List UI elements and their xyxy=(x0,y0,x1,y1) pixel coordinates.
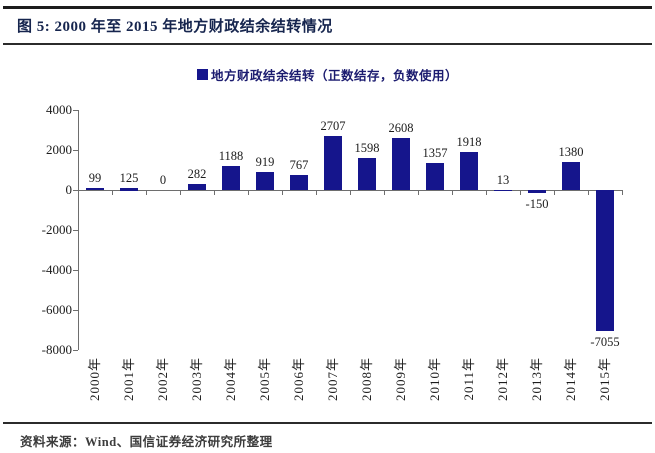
bar-value-label: 0 xyxy=(159,173,167,187)
x-tick-label: 2011年 xyxy=(461,357,476,401)
bar-value-label: 2608 xyxy=(388,121,414,135)
figure-title: 图 5: 2000 年至 2015 年地方财政结余结转情况 xyxy=(17,19,333,35)
top-divider xyxy=(3,6,652,9)
y-tick-label: 2000 xyxy=(46,142,72,157)
bar-value-label: 13 xyxy=(496,173,510,187)
bar xyxy=(120,188,138,191)
bar-value-label: 2707 xyxy=(320,119,346,133)
x-tick-label: 2002年 xyxy=(155,357,170,402)
y-tick-label: -8000 xyxy=(41,342,72,357)
x-axis-tick xyxy=(78,190,79,195)
x-tick-label: 2006年 xyxy=(291,357,306,402)
bar xyxy=(358,158,376,190)
x-axis-tick xyxy=(622,190,623,195)
legend-label: 地方财政结余结转（正数结存，负数使用） xyxy=(210,68,458,83)
bar-value-label: -7055 xyxy=(590,335,620,349)
x-axis-tick xyxy=(520,190,521,195)
x-tick-label: 2012年 xyxy=(495,357,510,402)
x-axis-tick xyxy=(282,190,283,195)
x-tick-label: 2004年 xyxy=(223,357,238,402)
x-tick-label: 2015年 xyxy=(597,357,612,402)
x-tick-label: 2000年 xyxy=(87,357,102,402)
source-note: 资料来源：Wind、国信证券经济研究所整理 xyxy=(20,435,273,449)
bar-value-label: 99 xyxy=(88,171,102,185)
y-tick-label: 4000 xyxy=(46,102,72,117)
x-axis-tick xyxy=(588,190,589,195)
y-tick-label: 0 xyxy=(65,182,73,197)
bar-value-label: 919 xyxy=(255,155,275,169)
bar-value-label: 125 xyxy=(119,171,139,185)
x-axis-tick xyxy=(486,190,487,195)
bar xyxy=(324,136,342,190)
bar xyxy=(86,188,104,190)
bar-value-label: 1188 xyxy=(218,149,244,163)
x-axis-tick xyxy=(350,190,351,195)
footer-divider xyxy=(3,422,652,424)
x-tick-label: 2010年 xyxy=(427,357,442,402)
x-axis-tick xyxy=(180,190,181,195)
bar xyxy=(222,166,240,190)
x-axis-tick xyxy=(316,190,317,195)
chart-legend: 地方财政结余结转（正数结存，负数使用） xyxy=(0,66,655,83)
bar-value-label: 767 xyxy=(289,158,309,172)
bar xyxy=(256,172,274,190)
x-axis-tick xyxy=(418,190,419,195)
bar xyxy=(528,190,546,193)
x-axis-tick xyxy=(554,190,555,195)
bar xyxy=(188,184,206,190)
bar-value-label: 1380 xyxy=(558,145,584,159)
title-divider xyxy=(3,43,652,45)
bar-value-label: 1918 xyxy=(456,135,482,149)
y-axis-line xyxy=(78,110,79,350)
y-tick-label: -6000 xyxy=(41,302,72,317)
x-axis-tick xyxy=(452,190,453,195)
bar xyxy=(562,162,580,190)
x-tick-label: 2014年 xyxy=(563,357,578,402)
y-tick-label: -4000 xyxy=(41,262,72,277)
x-axis-tick xyxy=(384,190,385,195)
y-axis-tick xyxy=(73,190,78,191)
x-tick-label: 2003年 xyxy=(189,357,204,402)
x-tick-label: 2009年 xyxy=(393,357,408,402)
x-axis-tick xyxy=(214,190,215,195)
y-axis-tick xyxy=(73,270,78,271)
bar xyxy=(596,190,614,331)
x-tick-label: 2001年 xyxy=(121,357,136,402)
x-axis-tick xyxy=(112,190,113,195)
x-tick-label: 2007年 xyxy=(325,357,340,402)
y-axis-tick xyxy=(73,310,78,311)
bar-value-label: 282 xyxy=(187,167,207,181)
legend-swatch-icon xyxy=(196,68,208,80)
x-tick-label: 2005年 xyxy=(257,357,272,402)
y-axis-tick xyxy=(73,110,78,111)
bar xyxy=(494,190,512,191)
x-axis-tick xyxy=(248,190,249,195)
bar xyxy=(290,175,308,190)
bar xyxy=(460,152,478,190)
y-axis-tick xyxy=(73,150,78,151)
bar-value-label: -150 xyxy=(525,197,549,211)
x-tick-label: 2008年 xyxy=(359,357,374,402)
bar-value-label: 1598 xyxy=(354,141,380,155)
y-axis-tick xyxy=(73,350,78,351)
y-axis-tick xyxy=(73,230,78,231)
bar-value-label: 1357 xyxy=(422,146,448,160)
y-tick-label: -2000 xyxy=(41,222,72,237)
x-axis-tick xyxy=(146,190,147,195)
bar xyxy=(392,138,410,190)
x-tick-label: 2013年 xyxy=(529,357,544,402)
bar xyxy=(426,163,444,190)
